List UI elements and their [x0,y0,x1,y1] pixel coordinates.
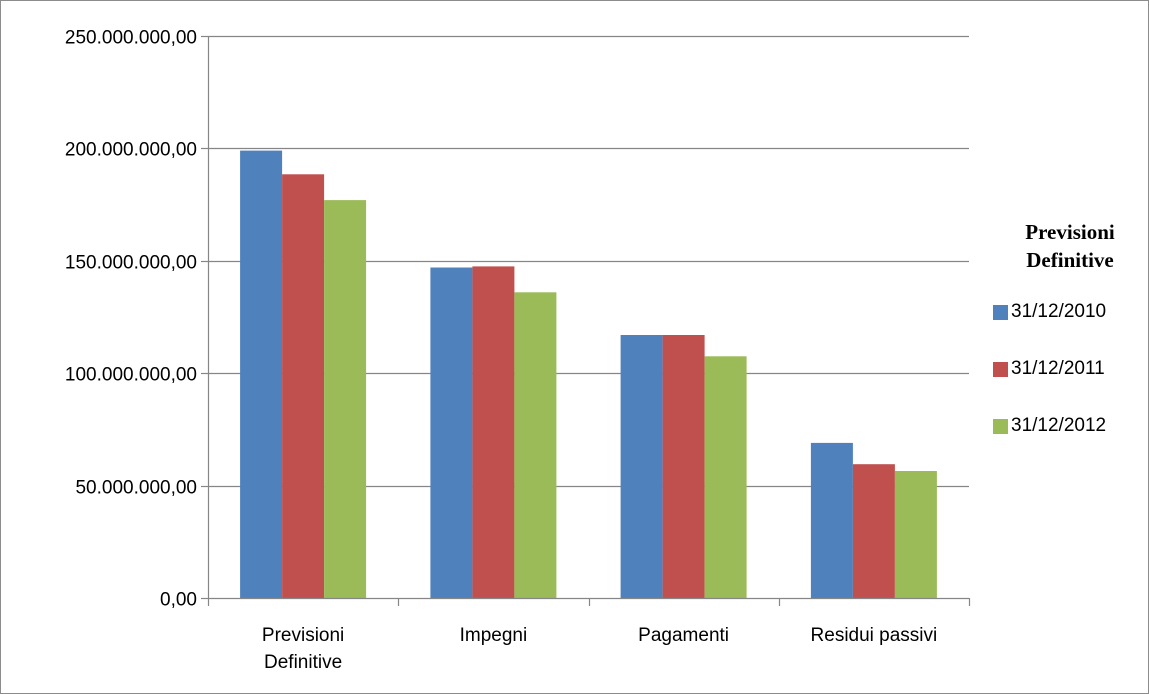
bar [240,150,283,598]
y-tick-label: 200.000.000,00 [65,140,197,161]
bar [620,335,663,598]
bar [472,266,515,598]
x-category-label: Previsioni Definitive [262,625,344,673]
legend-swatch [993,418,1008,434]
bar [894,471,937,598]
bar [324,200,367,598]
x-category-label-line: Definitive [264,652,342,673]
x-category-label-line: Impegni [460,625,528,646]
axes [201,35,971,606]
legend-swatch [993,361,1008,377]
bar [662,335,705,598]
legend-title: Previsioni Definitive [1025,220,1115,272]
y-tick-label: 50.000.000,00 [75,478,197,499]
legend: 31/12/2010 31/12/2011 31/12/2012 [993,294,1149,465]
x-axis-category-labels: Previsioni Definitive Impegni Pagamenti Resi… [262,625,937,673]
legend-label: 31/12/2011 [1011,358,1105,379]
bar [852,464,895,598]
legend-item: 31/12/2011 [993,351,1149,387]
x-category-label: Residui passivi [811,625,938,646]
bar [514,292,557,598]
bars [240,150,937,599]
bar [430,267,473,598]
legend-label: 31/12/2012 [1011,415,1107,436]
x-category-label: Impegni [460,625,528,646]
y-axis-tick-labels: 0,00 50.000.000,00 100.000.000,00 150.000.0… [65,28,197,611]
x-category-label-line: Pagamenti [638,625,729,646]
y-tick-label: 250.000.000,00 [65,28,197,49]
y-tick-label: 150.000.000,00 [65,253,197,274]
legend-swatch [993,304,1008,320]
x-category-label-line: Previsioni [262,625,344,646]
bar [282,174,325,599]
bar [704,356,747,598]
legend-item: 31/12/2010 [993,294,1149,330]
x-category-label: Pagamenti [638,625,729,646]
y-tick-label: 100.000.000,00 [65,365,197,386]
bar [810,442,853,598]
y-tick-label: 0,00 [160,590,197,611]
legend-item: 31/12/2012 [993,408,1149,444]
x-category-label-line: Residui passivi [811,625,938,646]
legend-label: 31/12/2010 [1011,301,1107,322]
